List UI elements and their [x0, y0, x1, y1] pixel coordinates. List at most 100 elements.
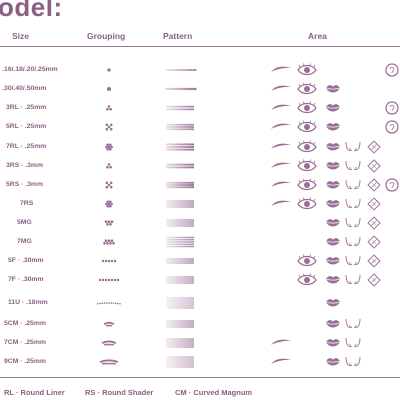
table-row: 3RS · .3mm: [0, 159, 400, 173]
eye-icon: [297, 178, 317, 191]
pattern-7mg-icon: [166, 236, 194, 248]
eyebrow-icon: [271, 162, 291, 168]
pattern-cell: [163, 101, 223, 115]
areola-icon: [345, 179, 361, 190]
pattern-5f-icon: [166, 258, 194, 264]
areola-icon: [345, 160, 361, 171]
eye-icon: [297, 120, 317, 133]
lips-icon: [326, 181, 340, 189]
pattern-cell: [163, 63, 223, 77]
pattern-5cm-icon: [166, 320, 194, 328]
area-cell: [270, 355, 292, 369]
pattern-cell: [163, 197, 223, 211]
area-cell: [325, 120, 341, 134]
lips-icon: [326, 276, 340, 284]
area-cell: [270, 336, 292, 350]
pattern-7f-icon: [166, 276, 194, 284]
pattern-5rs-icon: [165, 181, 195, 189]
needle-size: 3RL · .25mm: [6, 104, 47, 111]
eyebrow-icon: [271, 85, 291, 91]
pattern-cell: [163, 273, 223, 287]
area-cell: [270, 178, 292, 192]
scalp-icon: [385, 120, 399, 134]
table-row: 9CM · .25mm: [0, 355, 400, 369]
flat-5-grouping-icon: [101, 259, 117, 263]
needle-size: 9CM · .25mm: [4, 358, 46, 365]
eye-icon: [297, 273, 317, 286]
area-cell: [345, 235, 361, 249]
area-cell: [297, 159, 317, 173]
footer-legend-cm: CM · Curved Magnum: [175, 388, 253, 397]
eye-icon: [297, 197, 317, 210]
area-cell: [270, 63, 292, 77]
area-cell: [367, 178, 381, 192]
area-cell: [345, 355, 361, 369]
areola-icon: [345, 236, 361, 247]
table-row: 7MG: [0, 235, 400, 249]
single-small-grouping-icon: [107, 68, 111, 72]
cluster-5-grouping-icon: [105, 181, 113, 189]
pattern-7rl-icon: [165, 143, 195, 151]
lips-icon: [326, 299, 340, 307]
areola-icon: [345, 356, 361, 367]
pattern-cell: [163, 254, 223, 268]
area-cell: [297, 273, 317, 287]
area-cell: [325, 296, 341, 310]
areola-icon: [345, 318, 361, 329]
areola-icon: [345, 217, 361, 228]
area-cell: [325, 101, 341, 115]
area-cell: [385, 178, 399, 192]
area-cell: [325, 355, 341, 369]
eye-icon: [297, 159, 317, 172]
eye-icon: [297, 140, 317, 153]
scar-icon: [367, 159, 381, 173]
area-cell: [345, 254, 361, 268]
scar-icon: [367, 178, 381, 192]
pattern-1rl-large-icon: [164, 87, 197, 91]
area-cell: [270, 120, 292, 134]
table-row: 7RS: [0, 197, 400, 211]
flower-7-grouping-icon: [105, 200, 113, 208]
header-grouping: Grouping: [87, 31, 126, 41]
footer-divider: [0, 377, 400, 378]
scar-icon: [367, 235, 381, 249]
grouping-cell: [89, 355, 129, 369]
needle-size: 5F · .30mm: [8, 257, 44, 264]
area-cell: [297, 63, 317, 77]
grouping-cell: [89, 216, 129, 230]
pattern-cell: [163, 235, 223, 249]
table-row: 3RL · .25mm: [0, 101, 400, 115]
triangle-3-grouping-icon: [106, 163, 112, 169]
lips-icon: [326, 200, 340, 208]
grouping-cell: [89, 296, 129, 310]
area-cell: [367, 197, 381, 211]
needle-size: 7RS: [20, 200, 34, 207]
needle-size: 5CM · .25mm: [4, 320, 46, 327]
page-title: odel:: [0, 0, 63, 22]
area-cell: [345, 178, 361, 192]
table-row: 5MG: [0, 216, 400, 230]
table-row: 5F · .30mm: [0, 254, 400, 268]
scar-icon: [367, 197, 381, 211]
area-cell: [270, 140, 292, 154]
table-row: 5RL · .25mm: [0, 120, 400, 134]
grouping-cell: [89, 82, 129, 96]
area-cell: [297, 82, 317, 96]
grouping-cell: [89, 101, 129, 115]
eye-icon: [297, 82, 317, 95]
lips-icon: [326, 162, 340, 170]
table-row: 7RL · .25mm: [0, 140, 400, 154]
eyebrow-icon: [271, 66, 291, 72]
needle-size: 5RS · .3mm: [6, 181, 44, 188]
needle-size: · .30/.40/.50mm: [0, 85, 47, 92]
area-cell: [345, 273, 361, 287]
eyebrow-icon: [271, 123, 291, 129]
area-cell: [270, 101, 292, 115]
area-cell: [325, 235, 341, 249]
single-large-grouping-icon: [107, 87, 111, 91]
area-cell: [385, 120, 399, 134]
area-cell: [270, 82, 292, 96]
pattern-7cm-icon: [166, 338, 194, 348]
eye-icon: [297, 101, 317, 114]
area-cell: [325, 140, 341, 154]
